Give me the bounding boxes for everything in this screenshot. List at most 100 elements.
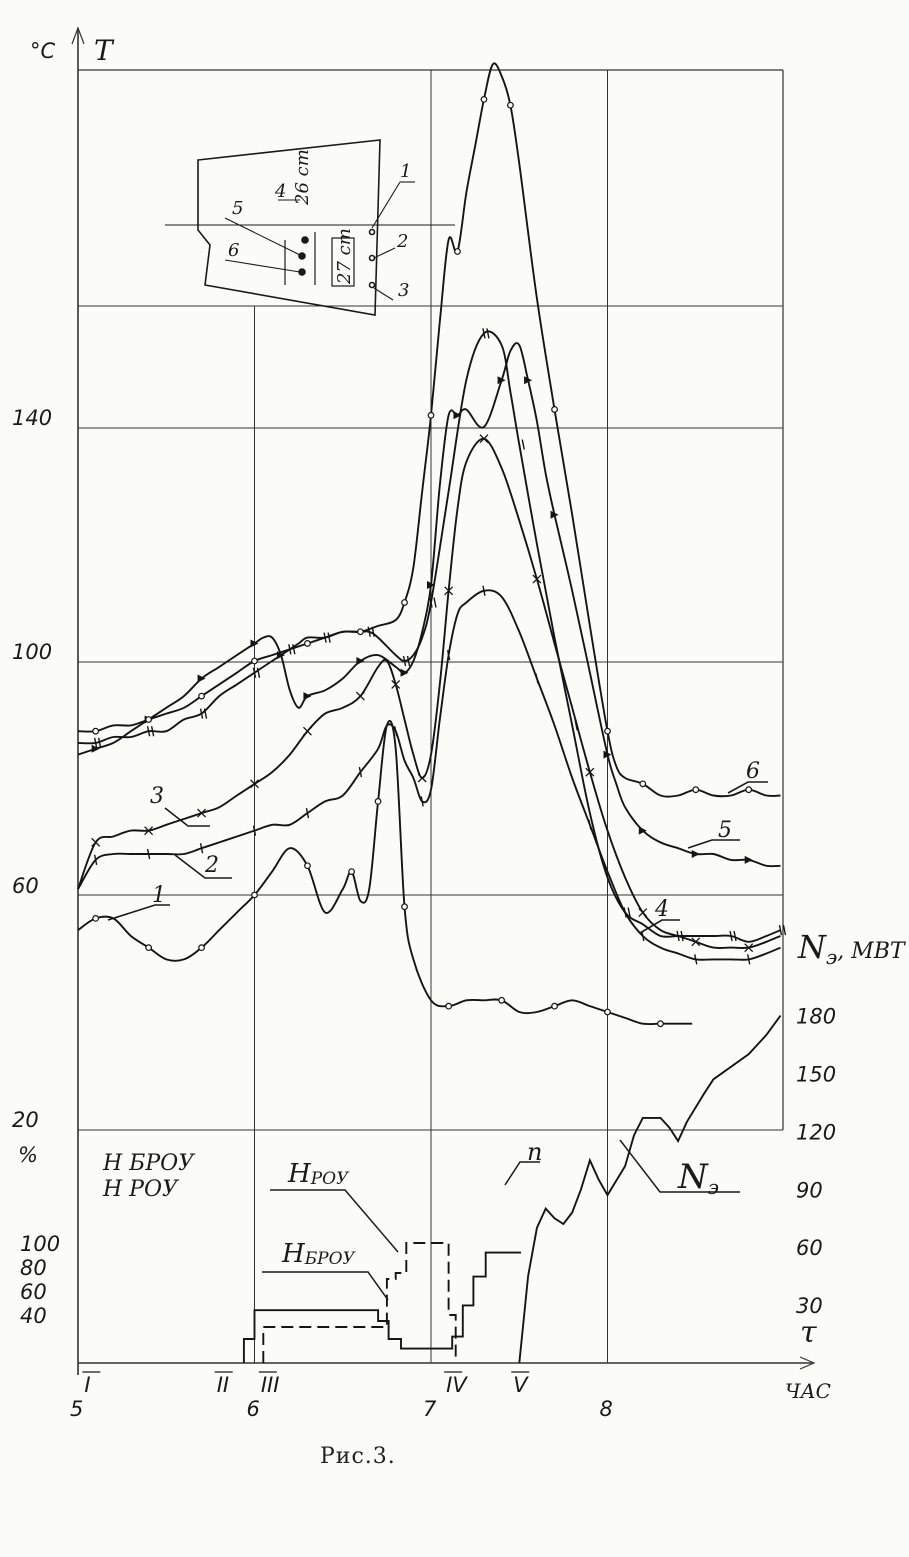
series-2-point	[394, 726, 398, 737]
temp-unit-label: °C	[30, 39, 56, 63]
series-6-point	[357, 628, 364, 636]
series-4-point	[676, 930, 680, 942]
series-2-point	[446, 650, 451, 661]
series-1-point	[304, 862, 311, 870]
inset-label-2: 2	[396, 231, 408, 252]
series-2-point	[93, 854, 98, 866]
series-3-point	[479, 434, 489, 444]
series-5-point	[197, 674, 206, 683]
inset-label-5: 5	[232, 198, 243, 219]
inset-point-4	[301, 236, 309, 244]
ne-mw-label: Nэ, MBT	[797, 928, 907, 969]
lower-hrou-line	[262, 1242, 457, 1363]
series-3-point	[585, 767, 595, 777]
valve-tick: 100	[20, 1232, 60, 1256]
lower-ne-line	[518, 1015, 782, 1364]
series-4-point	[327, 632, 331, 643]
series-5-point	[427, 580, 435, 589]
series-5-line	[77, 342, 781, 868]
temp-symbol-label: T	[94, 34, 115, 67]
series-1-point	[604, 1008, 611, 1016]
label-2-leader	[174, 854, 232, 879]
bottom-axis-arrow	[799, 1356, 816, 1370]
inset-label-6: 6	[228, 240, 239, 261]
lower-series	[242, 1015, 782, 1364]
power-tick: 120	[796, 1120, 836, 1144]
series-4-point	[574, 720, 578, 731]
hrou-h: H	[287, 1159, 312, 1189]
temp-tick: 60	[12, 874, 39, 898]
series-1-point	[198, 944, 205, 952]
inset-leader-1	[371, 181, 401, 229]
series-6-point	[639, 780, 647, 788]
event-marks: I II III IV V	[82, 1371, 530, 1397]
hrou-legend-label: H РОУ	[102, 1177, 180, 1202]
temp-tick-labels: 20 60 100 140	[12, 406, 52, 1132]
series-4-point	[252, 667, 257, 678]
x-tick: 5	[70, 1397, 83, 1421]
hrou-sub: РОУ	[310, 1169, 350, 1189]
hbrou-h: H	[281, 1239, 306, 1269]
series-5-point	[303, 692, 312, 701]
series-4-point	[93, 737, 98, 749]
series-6-point	[692, 786, 700, 794]
series-6-point	[145, 716, 153, 723]
inset-label-1: 1	[400, 161, 411, 182]
series-3-point	[144, 826, 154, 836]
series-4-line	[77, 330, 781, 943]
series-6-point	[427, 411, 435, 419]
series-4-point	[570, 720, 574, 731]
temperature-series	[77, 62, 787, 1028]
series-6-point	[551, 406, 558, 413]
series-6-point	[507, 101, 514, 109]
series-1-point	[145, 944, 153, 952]
label-6-leader	[727, 781, 768, 794]
series-4-point	[429, 597, 433, 608]
series-4-point	[517, 439, 521, 450]
inset-point-5	[298, 252, 306, 260]
inset-point-3	[368, 281, 376, 289]
series-4-point	[203, 708, 208, 719]
series-1-point	[401, 903, 408, 911]
power-tick: 180	[796, 1005, 836, 1029]
inset-outline	[197, 139, 381, 316]
ne-label: Nэ	[677, 1157, 719, 1199]
x-tick-labels: 5 6 7 8	[70, 1397, 613, 1421]
series-5-point	[91, 744, 100, 753]
valve-unit-label: %	[18, 1143, 38, 1167]
lower-hbrou-line	[242, 1251, 521, 1363]
event-mark: II	[217, 1373, 229, 1397]
series-1-point	[251, 891, 258, 899]
series-4-point	[146, 726, 151, 737]
power-tick: 150	[796, 1063, 836, 1087]
figure-caption: Рис.3.	[320, 1444, 396, 1469]
series-3-point	[302, 726, 312, 736]
series-3-point	[532, 574, 542, 584]
hbrou-sub: БРОУ	[304, 1249, 357, 1269]
valve-tick: 80	[20, 1256, 47, 1280]
series-5-point	[550, 510, 559, 519]
series-5-point	[744, 855, 753, 864]
power-tick: 30	[796, 1294, 823, 1318]
series-4-point	[729, 930, 733, 942]
grid	[71, 26, 816, 1375]
series-2-point	[305, 807, 310, 819]
x-tick: 6	[247, 1397, 260, 1421]
label-1: 1	[152, 883, 166, 908]
series-6-point	[401, 599, 408, 606]
ne-sub: э	[708, 1175, 719, 1199]
inset-point-1	[368, 228, 376, 236]
series-4-point	[733, 930, 737, 942]
series-2-point	[358, 767, 363, 778]
series-3-point	[355, 691, 365, 701]
series-3-point	[744, 943, 754, 953]
series-6-point	[251, 657, 258, 665]
inset-leader-6	[224, 259, 301, 273]
label-4-leader	[639, 919, 680, 934]
ne-mw-sub: э	[826, 945, 837, 969]
hbrou-legend-label: H БРОУ	[102, 1151, 196, 1176]
inset-label-4: 4	[274, 181, 286, 202]
series-4-point	[256, 667, 261, 678]
series-5-point	[356, 657, 365, 665]
series-3-point	[417, 773, 427, 783]
